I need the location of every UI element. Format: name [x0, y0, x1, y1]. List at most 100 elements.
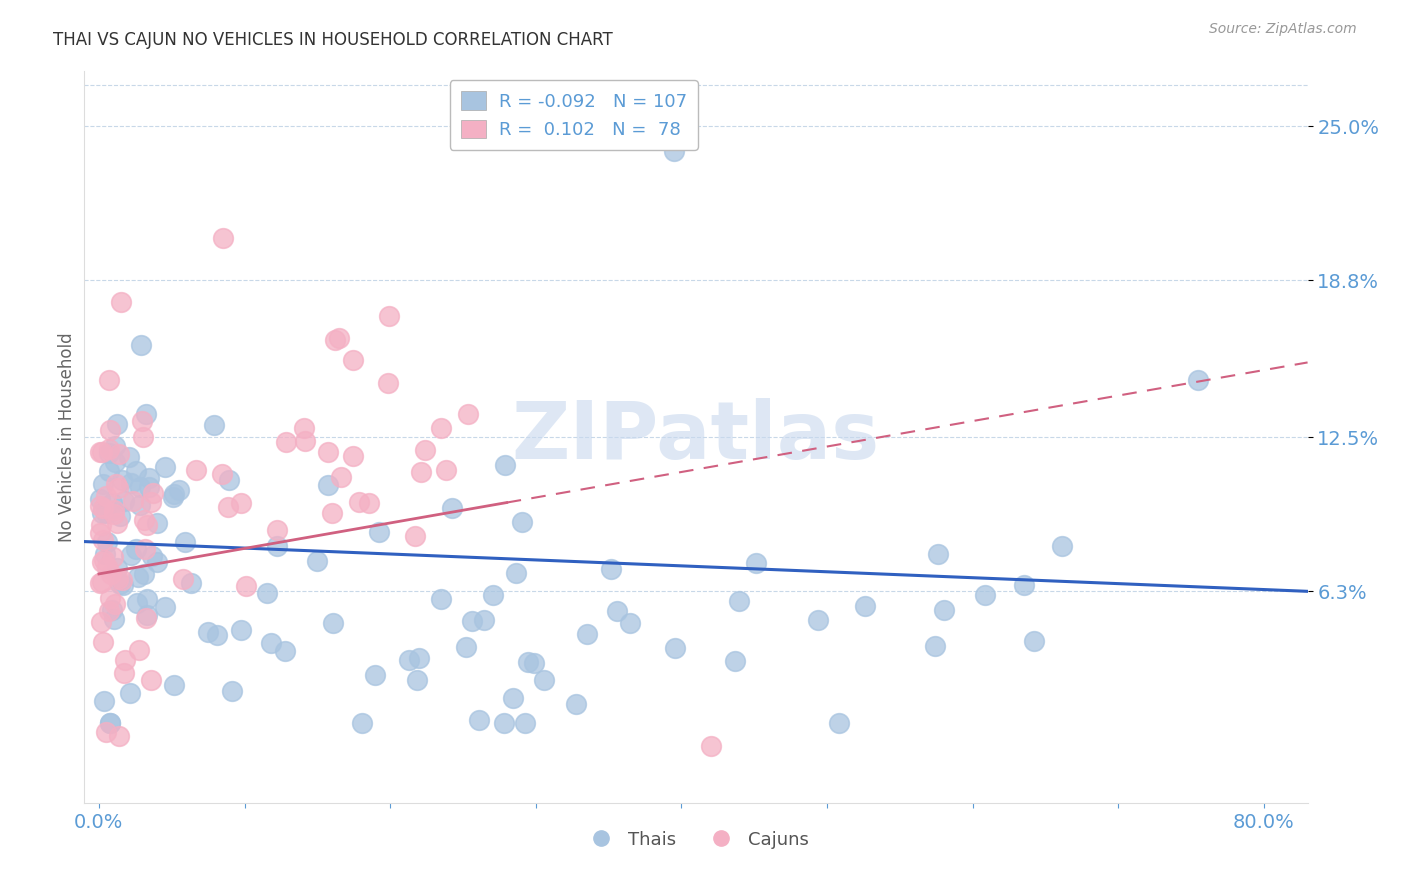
Point — [138, 480, 160, 494]
Point — [153, 459, 176, 474]
Point — [100, 567, 122, 582]
Point — [1050, 539, 1073, 553]
Point — [429, 592, 451, 607]
Point — [330, 470, 353, 484]
Point — [468, 713, 491, 727]
Point — [328, 330, 350, 344]
Point — [128, 498, 150, 512]
Point — [107, 572, 129, 586]
Point — [127, 570, 149, 584]
Point — [256, 586, 278, 600]
Point — [120, 548, 142, 562]
Point — [523, 656, 546, 670]
Point — [513, 716, 536, 731]
Point — [132, 430, 155, 444]
Point — [96, 559, 118, 574]
Point — [153, 599, 176, 614]
Point — [104, 476, 127, 491]
Point — [104, 597, 127, 611]
Point — [352, 716, 374, 731]
Point — [108, 729, 131, 743]
Point — [457, 407, 479, 421]
Point — [111, 573, 134, 587]
Point — [434, 463, 457, 477]
Point — [118, 450, 141, 465]
Point — [112, 666, 135, 681]
Point — [125, 464, 148, 478]
Point — [482, 588, 505, 602]
Point — [90, 555, 112, 569]
Point — [129, 338, 152, 352]
Point — [91, 506, 114, 520]
Point — [122, 493, 145, 508]
Point — [294, 434, 316, 448]
Point — [131, 414, 153, 428]
Point — [103, 508, 125, 522]
Point — [98, 604, 121, 618]
Point — [98, 423, 121, 437]
Point — [91, 533, 114, 547]
Point — [745, 556, 768, 570]
Point — [321, 506, 343, 520]
Legend: Thais, Cajuns: Thais, Cajuns — [575, 823, 817, 856]
Point — [94, 489, 117, 503]
Point — [472, 613, 495, 627]
Point — [406, 673, 429, 687]
Point — [111, 473, 134, 487]
Point — [94, 547, 117, 561]
Point — [136, 607, 159, 622]
Point — [142, 486, 165, 500]
Point — [699, 739, 721, 753]
Point — [96, 535, 118, 549]
Point — [180, 575, 202, 590]
Y-axis label: No Vehicles in Household: No Vehicles in Household — [58, 332, 76, 542]
Point — [114, 653, 136, 667]
Point — [132, 513, 155, 527]
Point — [125, 597, 148, 611]
Point — [973, 588, 995, 602]
Point — [135, 408, 157, 422]
Point — [110, 577, 132, 591]
Point — [94, 506, 117, 520]
Point — [125, 541, 148, 556]
Point — [135, 610, 157, 624]
Point — [93, 553, 115, 567]
Point — [174, 535, 197, 549]
Point — [411, 465, 433, 479]
Point — [91, 574, 114, 589]
Point — [853, 599, 876, 613]
Point — [728, 594, 751, 608]
Point — [924, 640, 946, 654]
Point — [231, 624, 253, 638]
Point — [134, 566, 156, 581]
Point — [93, 694, 115, 708]
Point — [316, 477, 339, 491]
Point — [110, 508, 132, 523]
Point — [274, 434, 297, 449]
Point — [98, 446, 121, 460]
Point — [128, 642, 150, 657]
Point — [662, 144, 685, 158]
Point — [347, 495, 370, 509]
Point — [110, 295, 132, 310]
Point — [98, 591, 121, 606]
Point — [927, 547, 949, 561]
Point — [378, 309, 401, 323]
Point — [221, 684, 243, 698]
Point — [322, 616, 344, 631]
Point — [98, 442, 121, 456]
Text: Source: ZipAtlas.com: Source: ZipAtlas.com — [1209, 22, 1357, 37]
Point — [576, 627, 599, 641]
Point — [368, 524, 391, 539]
Point — [105, 516, 128, 530]
Text: ZIPatlas: ZIPatlas — [512, 398, 880, 476]
Point — [205, 628, 228, 642]
Point — [259, 636, 281, 650]
Point — [105, 417, 128, 431]
Point — [342, 352, 364, 367]
Point — [510, 516, 533, 530]
Point — [98, 464, 121, 478]
Point — [101, 549, 124, 564]
Point — [307, 554, 329, 568]
Point — [461, 615, 484, 629]
